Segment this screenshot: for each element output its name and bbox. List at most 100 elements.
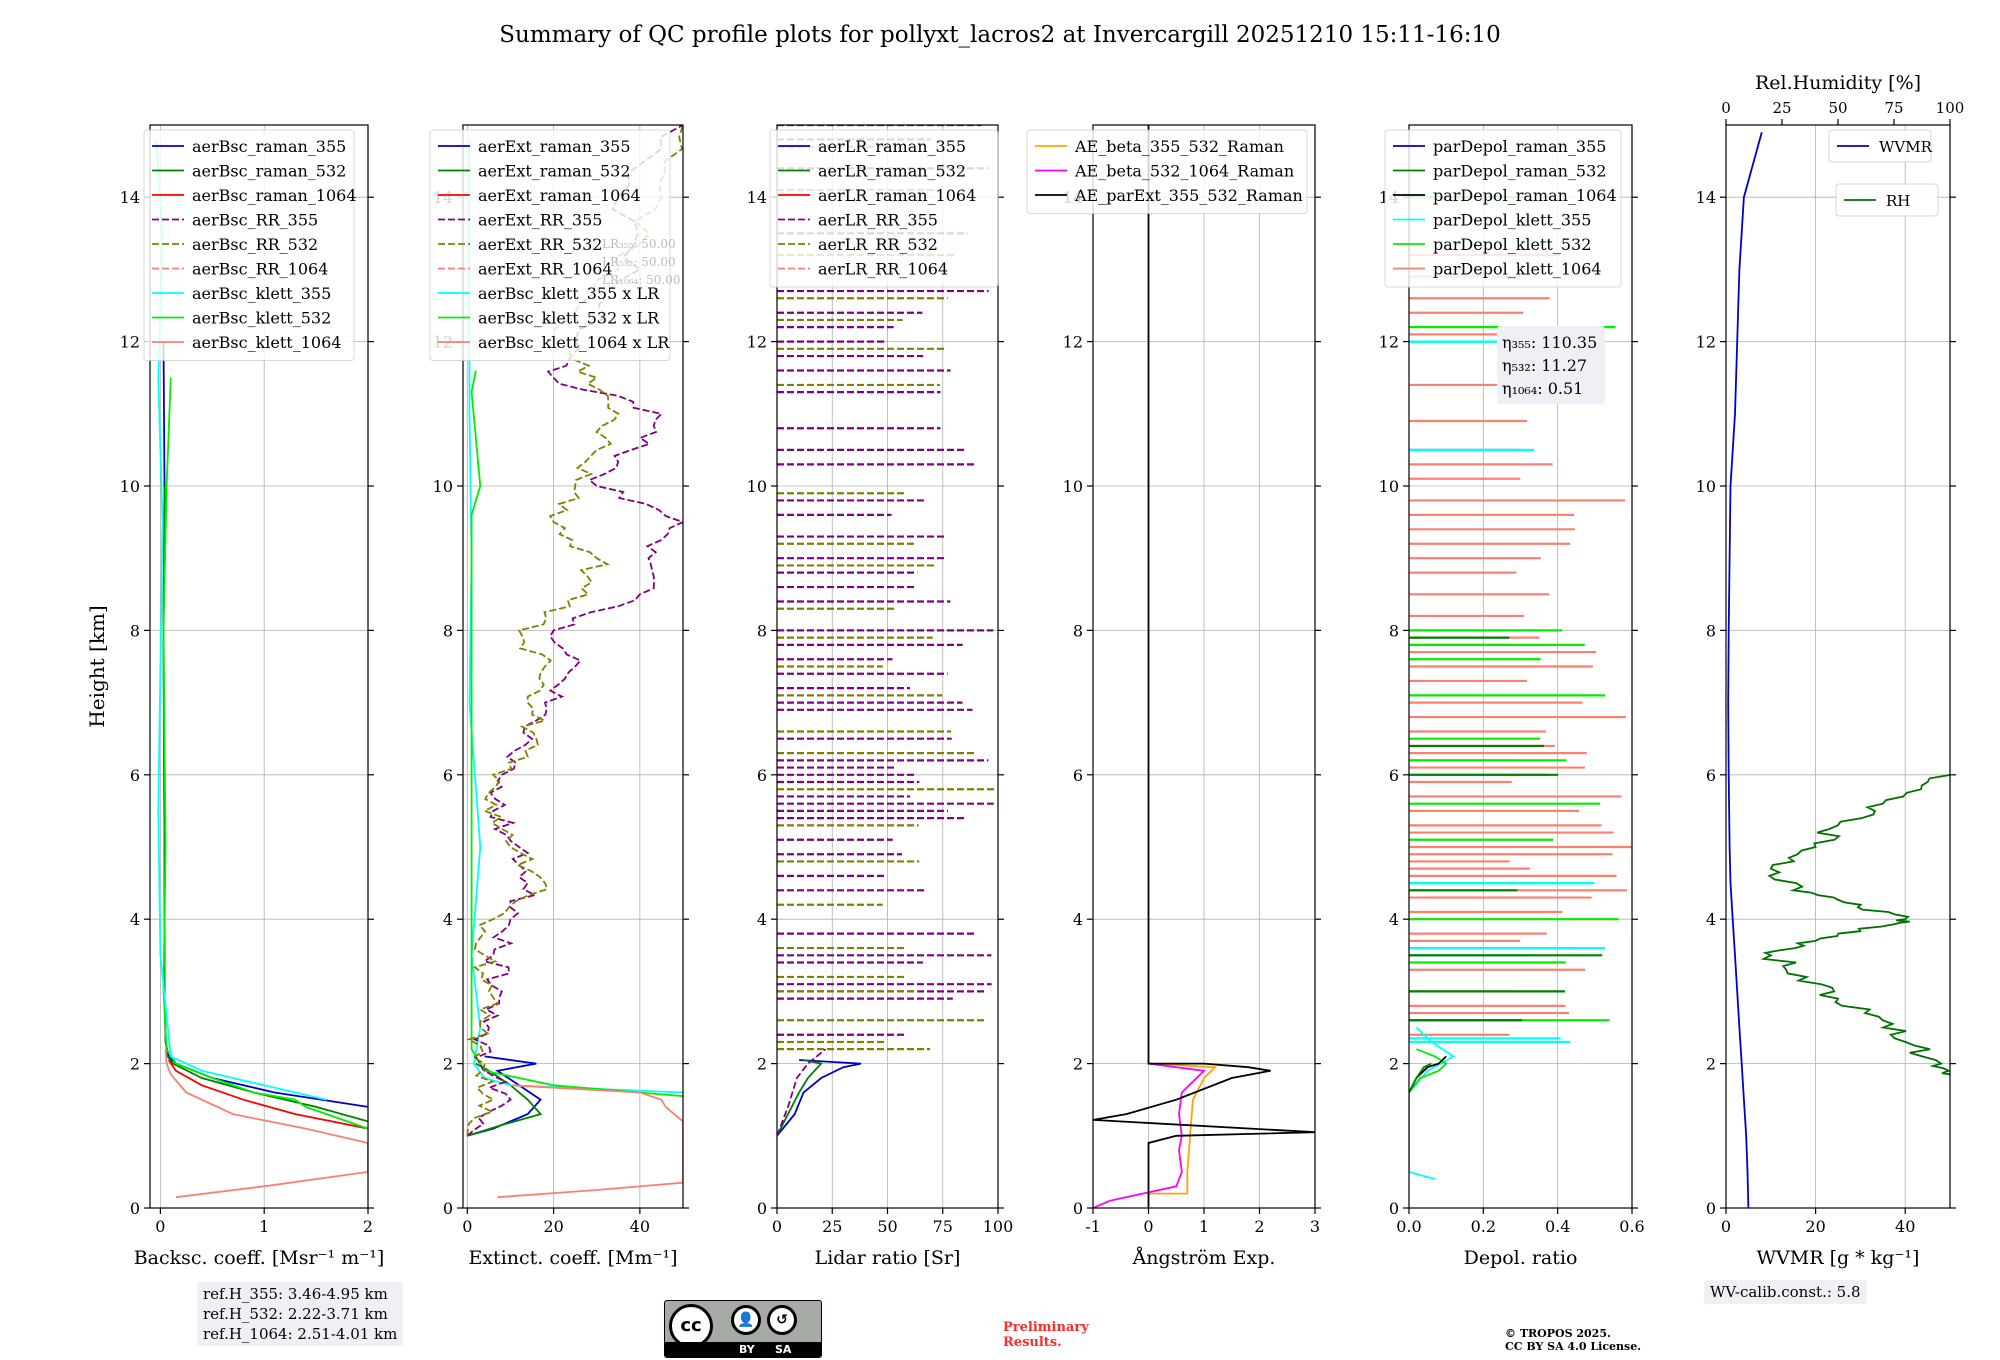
legend-label: aerBsc_klett_532 x LR xyxy=(478,309,660,328)
legend-box xyxy=(143,129,355,361)
legend-label: aerBsc_klett_355 xyxy=(192,284,331,303)
legend-label: aerExt_raman_355 xyxy=(478,137,631,156)
y-tick-label: 10 xyxy=(120,477,140,496)
y-tick-label: 10 xyxy=(747,477,767,496)
series-line-aerBsc_klett_1064 x LR xyxy=(497,1084,683,1199)
y-tick-label: 6 xyxy=(130,766,140,785)
eta-value: η₁₀₆₄: 0.51 xyxy=(1502,379,1583,398)
x2-axis-label: Rel.Humidity [%] xyxy=(1755,72,1921,94)
x-tick-label: 40 xyxy=(1895,1217,1915,1236)
legend-box xyxy=(1828,129,1932,163)
copyright-line-1: © TROPOS 2025. xyxy=(1505,1327,1611,1340)
legend-box xyxy=(1384,129,1622,288)
y-tick-label: 12 xyxy=(1696,333,1716,352)
data-layer xyxy=(1409,196,1632,1180)
data-layer xyxy=(1093,125,1315,1208)
y-tick-label: 0 xyxy=(1073,1199,1083,1218)
legend-label: aerBsc_RR_1064 xyxy=(192,260,328,279)
cc-sa-label: SA xyxy=(775,1343,792,1356)
series-line-aerExt_RR_355 xyxy=(466,125,683,1137)
x-tick-label: 100 xyxy=(983,1217,1014,1236)
series-line-parDepol_raman_532 xyxy=(1409,1062,1432,1093)
y-tick-label: 14 xyxy=(747,188,767,207)
series-line-aerBsc_raman_532 xyxy=(162,485,368,1123)
y-tick-label: 6 xyxy=(757,766,767,785)
x-tick-label: 0 xyxy=(1721,1217,1731,1236)
panel-extinction: 0204002468101214Extinct. coeff. [Mm⁻¹]ae… xyxy=(429,124,689,1269)
series-line-aerBsc_klett_1064 xyxy=(164,1049,368,1199)
x-tick-label: 0 xyxy=(462,1217,472,1236)
y-tick-label: 2 xyxy=(1706,1055,1716,1074)
legend-label: aerExt_RR_1064 xyxy=(478,260,613,279)
eta-box xyxy=(1497,326,1605,404)
cc-by-label: BY xyxy=(739,1343,755,1356)
legend-label: aerLR_raman_1064 xyxy=(818,186,976,205)
series-line-aerExt_RR_532 xyxy=(466,125,683,1136)
x-axis-label: Lidar ratio [Sr] xyxy=(815,1247,961,1269)
x-tick-label: 20 xyxy=(1805,1217,1825,1236)
y-tick-label: 0 xyxy=(1389,1199,1399,1218)
data-layer xyxy=(1727,131,1950,1208)
legend-label: aerLR_RR_1064 xyxy=(818,260,948,279)
y-tick-label: 10 xyxy=(1063,477,1083,496)
legend: aerLR_raman_355 aerLR_raman_532 aerLR_rama… xyxy=(769,129,999,288)
legend-label: aerLR_RR_355 xyxy=(818,211,938,230)
eta-value: η₅₃₂: 11.27 xyxy=(1502,356,1587,375)
y-tick-label: 8 xyxy=(130,621,140,640)
legend: aerBsc_raman_355 aerBsc_raman_532 aerBsc_r… xyxy=(143,129,357,361)
x-axis-label: WVMR [g * kg⁻¹] xyxy=(1757,1247,1920,1269)
x-tick-label: 0.2 xyxy=(1471,1217,1496,1236)
series-line-aerBsc_klett_532 x LR xyxy=(470,370,683,1097)
x-tick-label: 3 xyxy=(1310,1217,1320,1236)
x-tick-label: 0.4 xyxy=(1545,1217,1570,1236)
x-tick-label: 0 xyxy=(772,1217,782,1236)
y-tick-label: 14 xyxy=(1696,188,1716,207)
series-line-WVMR xyxy=(1727,131,1763,1208)
x-tick-label: 0.0 xyxy=(1396,1217,1421,1236)
panel-lidar_ratio: 0 25 50 75 100 0 2 4 6 8 10 12 14 Lidar ratio [Sr] aer… xyxy=(747,124,1014,1269)
x-axis-label: Extinct. coeff. [Mm⁻¹] xyxy=(468,1247,677,1269)
y-tick-label: 0 xyxy=(1706,1199,1716,1218)
preliminary-line-1: Preliminary xyxy=(1003,1320,1089,1335)
reference-heights-box: ref.H_355: 3.46-4.95 km ref.H_532: 2.22-… xyxy=(197,1282,404,1346)
series-line-aerLR_raman_532 xyxy=(777,1059,823,1137)
x-tick-label: 0 xyxy=(1143,1217,1153,1236)
x2-tick-label: 25 xyxy=(1772,99,1791,117)
y-tick-label: 4 xyxy=(1389,910,1399,929)
legend-label: aerExt_raman_1064 xyxy=(478,186,641,205)
x-tick-label: 40 xyxy=(630,1217,650,1236)
legend-label: aerBsc_klett_355 x LR xyxy=(478,284,660,303)
legend-label: aerBsc_klett_1064 xyxy=(192,333,341,352)
series-line-aerLR_raman_355 xyxy=(777,1059,862,1137)
y-tick-label: 2 xyxy=(1073,1055,1083,1074)
wv-calib-const: WV-calib.const.: 5.8 xyxy=(1710,1283,1861,1301)
legend: WVMR RH xyxy=(1828,129,1939,217)
series-line-aerLR_RR_355 xyxy=(777,1048,827,1137)
legend: AE_beta_355_532_Raman AE_beta_532_1064_Ra… xyxy=(1026,129,1308,214)
series-line-AE_parExt_355_532_Raman xyxy=(1093,125,1315,1208)
x-tick-label: 25 xyxy=(822,1217,842,1236)
preliminary-results-note: Preliminary Results. xyxy=(1003,1320,1089,1350)
eta-value: η₃₅₅: 110.35 xyxy=(1502,333,1597,352)
legend-label: aerExt_RR_532 xyxy=(478,235,602,254)
legend-label: aerBsc_RR_532 xyxy=(192,235,318,254)
legend-label: aerBsc_raman_532 xyxy=(192,162,346,181)
series-line-AE_beta_532_1064_Raman xyxy=(1093,1062,1206,1208)
legend-label: aerExt_RR_355 xyxy=(478,211,602,230)
legend-label: aerBsc_raman_355 xyxy=(192,137,346,156)
legend-label: aerBsc_RR_355 xyxy=(192,211,318,230)
axes-frame xyxy=(776,124,999,1209)
x2-tick-label: 50 xyxy=(1828,99,1847,117)
legend-label: parDepol_raman_1064 xyxy=(1433,186,1617,205)
legend-label: AE_parExt_355_532_Raman xyxy=(1074,186,1303,205)
y-tick-label: 4 xyxy=(130,910,140,929)
y-tick-label: 4 xyxy=(757,910,767,929)
copyright-line-2: CC BY SA 4.0 License. xyxy=(1505,1340,1642,1353)
panel-depol: 0.00.20.40.602468101214Depol. ratioparDe… xyxy=(1379,124,1645,1269)
x-tick-label: 20 xyxy=(543,1217,563,1236)
legend-label: AE_beta_532_1064_Raman xyxy=(1074,162,1294,181)
legend-label: parDepol_klett_532 xyxy=(1433,235,1591,254)
x-tick-label: 50 xyxy=(877,1217,897,1236)
legend-label: RH xyxy=(1886,192,1910,210)
